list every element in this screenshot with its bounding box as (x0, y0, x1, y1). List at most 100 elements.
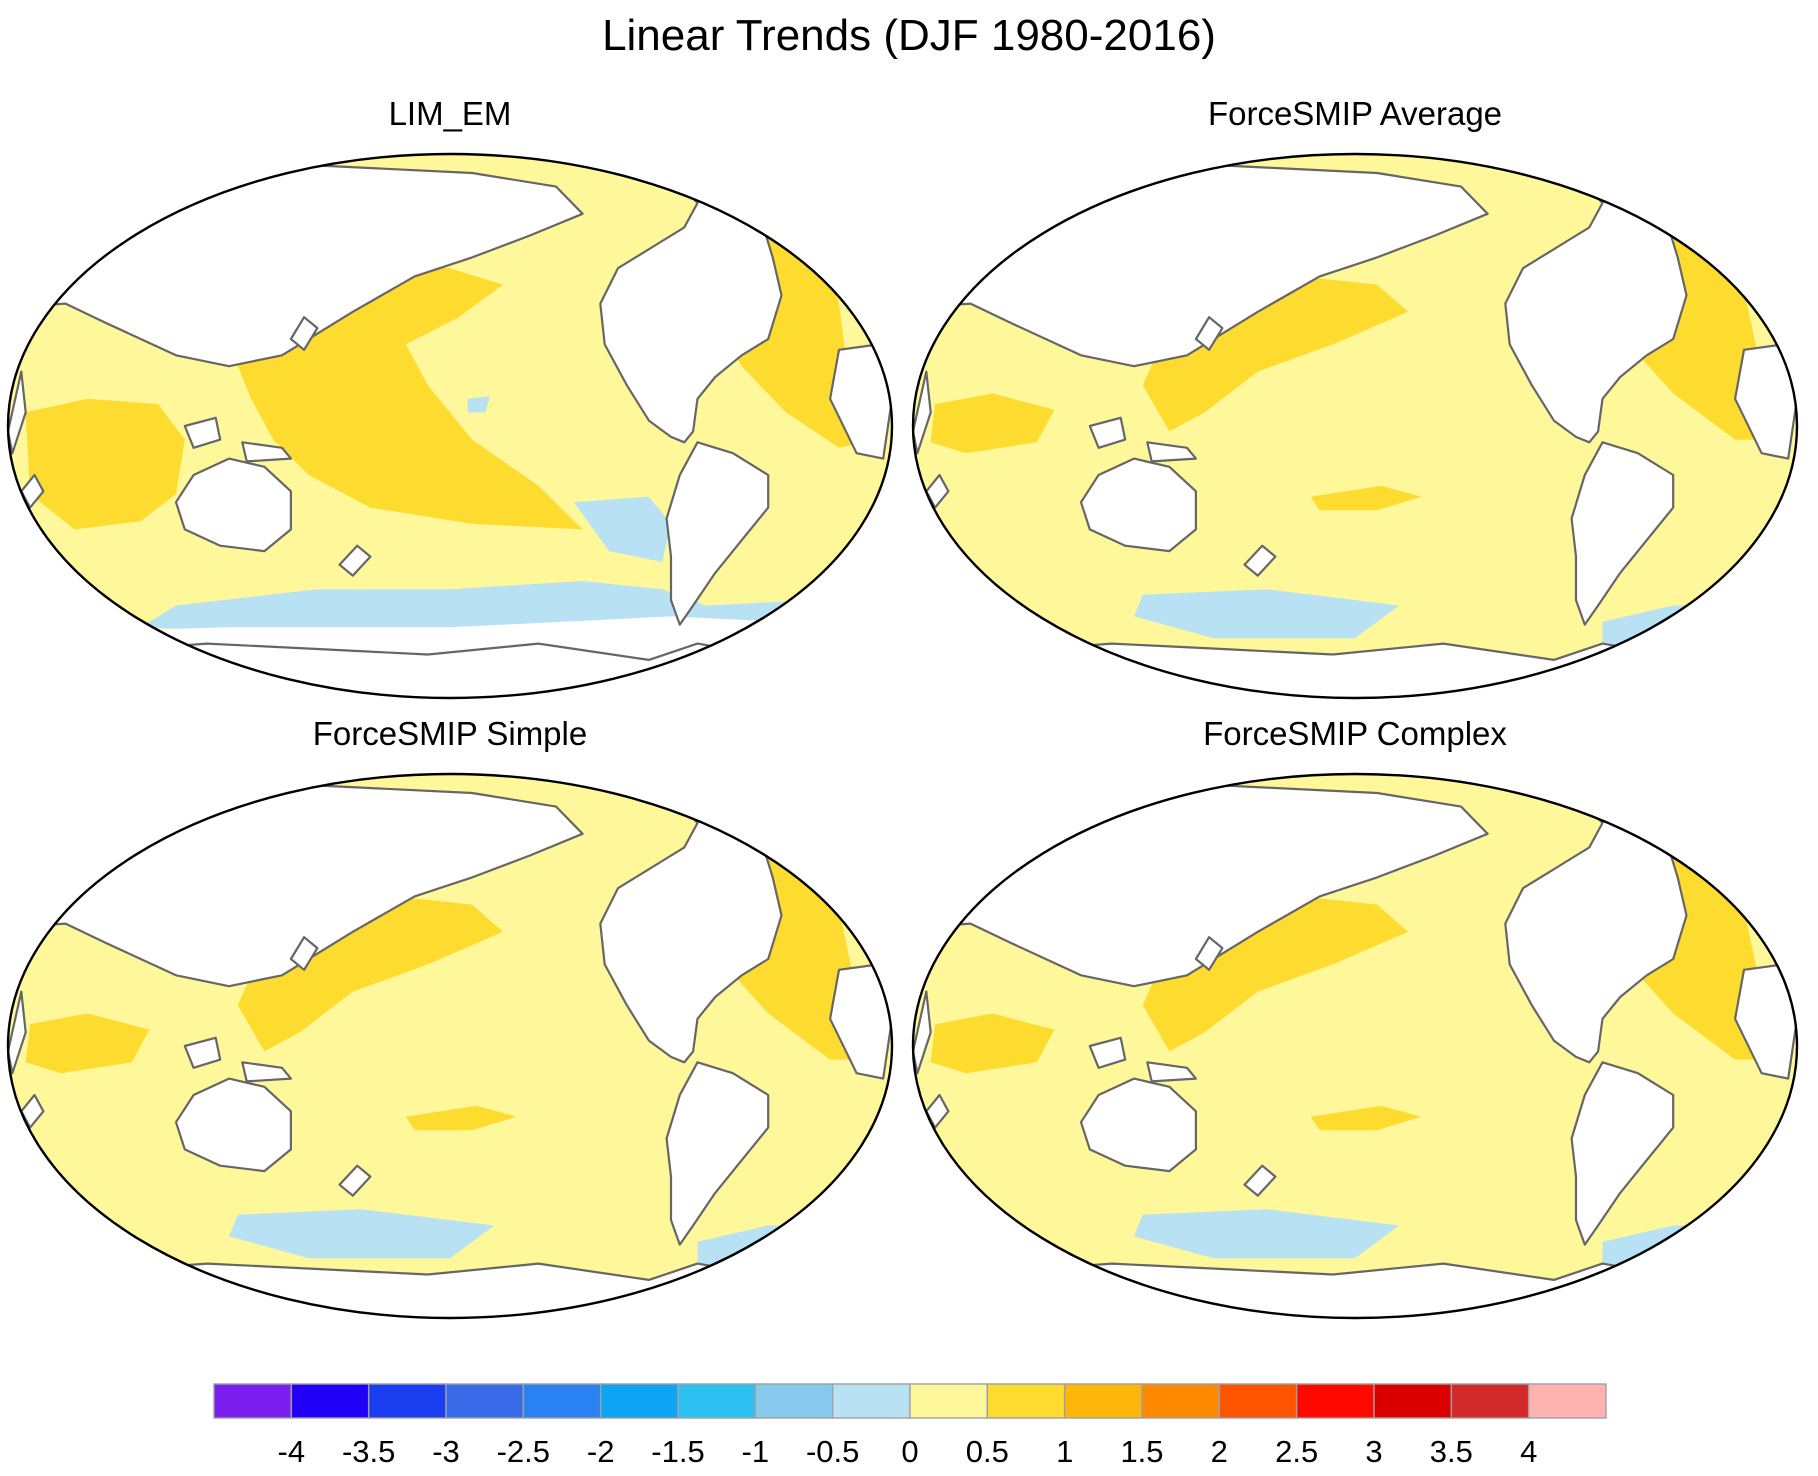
colorbar-tick-label: 0 (901, 1434, 919, 1469)
map-panel-lim-em: LIM_EM (0, 92, 900, 712)
map-border (911, 772, 1799, 1320)
colorbar-swatch (677, 1383, 757, 1419)
indian-ocean-warm-region (930, 1013, 1055, 1074)
land-australia (1079, 457, 1197, 553)
land-africa-east (8, 370, 27, 455)
map-panel-forcesmip-complex: ForceSMIP Complex (905, 712, 1805, 1332)
colorbar-swatch (831, 1383, 911, 1419)
colorbar-swatch (986, 1383, 1066, 1419)
land-uk (811, 245, 832, 273)
colorbar-tick-label: 3 (1365, 1434, 1383, 1469)
southern-ocean-cool-region (1134, 589, 1400, 639)
land-north-america (599, 786, 783, 1064)
colorbar-swatch (445, 1383, 525, 1419)
land-madagascar (925, 1093, 950, 1129)
figure-title: Linear Trends (DJF 1980-2016) (602, 11, 1216, 60)
land-australia (174, 1077, 292, 1173)
land-japan (289, 316, 319, 351)
land-new-zealand (338, 1164, 372, 1197)
southern-ocean-cool-region (1134, 1209, 1400, 1259)
land-borneo (1088, 416, 1127, 449)
map-panel-forcesmip-simple: ForceSMIP Simple (0, 712, 900, 1332)
south-pacific-warm-band-region (405, 1105, 517, 1131)
colorbar-swatch (213, 1383, 293, 1419)
colorbar-tick-label: -3.5 (341, 1434, 396, 1469)
land-new-zealand (338, 544, 372, 577)
land-south-america (1570, 1061, 1675, 1246)
land-africa-east (913, 370, 932, 455)
south-pacific-warm-band-region (1310, 1105, 1422, 1131)
land-south-america (665, 1061, 770, 1246)
southeast-pacific-cool-region (573, 496, 671, 562)
map-panel-forcesmip-average: ForceSMIP Average (905, 92, 1805, 712)
land-greenland (1698, 781, 1754, 846)
southern-ocean-cool-region (229, 1209, 495, 1259)
land-africa-east (8, 990, 27, 1075)
land-uk (1716, 245, 1737, 273)
map-fill (8, 154, 892, 698)
colorbar-labels: -4 -3.5 -3 -2.5 -2 -1.5 -1 -0.5 0 0.5 1 1.5 2 2.5 3 3.5… (0, 1432, 1818, 1476)
map-border (911, 152, 1799, 700)
colorbar-tick-label: -4 (277, 1434, 306, 1469)
colorbar-tick-label: 2 (1210, 1434, 1228, 1469)
land-australia (1079, 1077, 1197, 1173)
panel-title: LIM_EM (388, 95, 512, 132)
colorbar-swatch (1373, 1383, 1453, 1419)
map-fill (8, 774, 892, 1318)
colorbar-tick-label: -1 (741, 1434, 770, 1469)
land-new-guinea (241, 1061, 292, 1083)
land-north-america (1504, 166, 1688, 444)
colorbar-swatch (1218, 1383, 1298, 1419)
land-new-guinea (1146, 441, 1197, 463)
colorbar-swatch (909, 1383, 989, 1419)
land-borneo (1088, 1036, 1127, 1069)
south-pacific-warm-band-region (1310, 485, 1422, 511)
land-australia (174, 457, 292, 553)
land-madagascar (925, 473, 950, 509)
land-greenland (793, 161, 849, 226)
map-fill (913, 774, 1797, 1318)
land-greenland (793, 781, 849, 846)
colorbar-swatch (599, 1383, 679, 1419)
colorbar-swatch (1141, 1383, 1221, 1419)
world-map (911, 152, 1799, 700)
colorbar-tick-label: 1 (1056, 1434, 1074, 1469)
central-pacific-cool-region (467, 396, 490, 413)
indian-ocean-warm-region (930, 393, 1055, 454)
world-map (6, 772, 894, 1320)
indian-ocean-warm-region (25, 1013, 150, 1074)
colorbar-tick-label: 0.5 (965, 1434, 1009, 1469)
colorbar (213, 1383, 1607, 1419)
colorbar-tick-label: 2.5 (1275, 1434, 1319, 1469)
land-japan (289, 936, 319, 971)
colorbar-tick-label: -2 (586, 1434, 615, 1469)
world-map (911, 772, 1799, 1320)
colorbar-swatch (1063, 1383, 1143, 1419)
land-south-america (665, 441, 770, 626)
panel-title: ForceSMIP Complex (1203, 715, 1507, 752)
land-new-zealand (1243, 1164, 1277, 1197)
land-new-zealand (1243, 544, 1277, 577)
land-madagascar (20, 473, 45, 509)
colorbar-swatch (754, 1383, 834, 1419)
land-madagascar (20, 1093, 45, 1129)
colorbar-swatch (1295, 1383, 1375, 1419)
colorbar-swatch (522, 1383, 602, 1419)
land-japan (1194, 316, 1224, 351)
colorbar-swatch (1450, 1383, 1530, 1419)
land-japan (1194, 936, 1224, 971)
land-africa-east (913, 990, 932, 1075)
land-borneo (183, 416, 222, 449)
land-north-america (599, 166, 783, 444)
land-uk (811, 865, 832, 893)
colorbar-tick-label: -2.5 (496, 1434, 551, 1469)
world-map (6, 152, 894, 700)
land-new-guinea (241, 441, 292, 463)
land-greenland (1698, 161, 1754, 226)
colorbar-swatch (367, 1383, 447, 1419)
colorbar-tick-label: -0.5 (805, 1434, 860, 1469)
land-north-america (1504, 786, 1688, 1064)
land-south-america (1570, 441, 1675, 626)
colorbar-tick-label: -1.5 (651, 1434, 705, 1469)
land-borneo (183, 1036, 222, 1069)
